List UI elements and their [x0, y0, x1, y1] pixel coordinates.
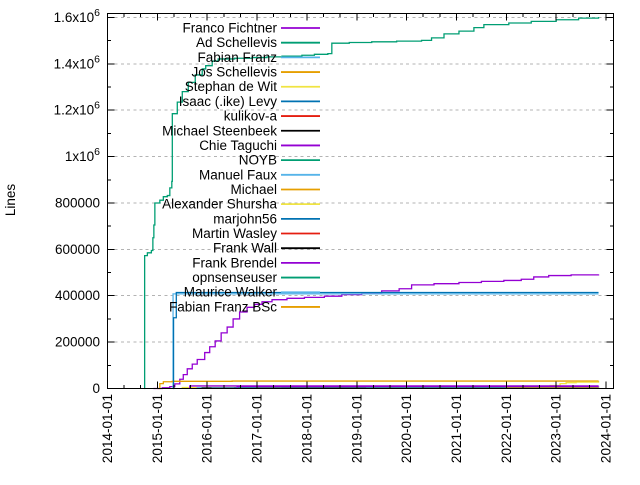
y-axis-label: Lines: [3, 184, 18, 217]
x-tick-label: 2021-01-01: [449, 394, 464, 463]
y-tick-label: 400000: [55, 288, 100, 303]
legend-label: Alexander Shursha: [162, 197, 277, 212]
legend-label: Michael: [230, 182, 277, 197]
y-tick-label: 1.2x106: [54, 100, 101, 118]
x-tick-label: 2023-01-01: [549, 394, 564, 463]
legend-label: Martin Wasley: [192, 226, 277, 241]
legend-label: Fabian Franz: [197, 50, 277, 65]
legend-label: Maurice Walker: [184, 285, 278, 300]
legend-label: Chie Taguchi: [199, 138, 277, 153]
x-tick-label: 2015-01-01: [150, 394, 165, 463]
legend-label: Michael Steenbeek: [162, 123, 277, 138]
x-tick-label: 2024-01-01: [599, 394, 614, 463]
y-tick-label: 0: [92, 381, 100, 396]
legend-label: Frank Wall: [213, 241, 277, 256]
legend-label: Fabian Franz BSc: [169, 299, 277, 314]
legend-label: Manuel Faux: [199, 167, 277, 182]
x-tick-label: 2016-01-01: [200, 394, 215, 463]
x-tick-label: 2019-01-01: [349, 394, 364, 463]
legend-label: kulikov-a: [224, 109, 278, 124]
legend-label: Franco Fichtner: [182, 21, 277, 36]
y-tick-label: 1.4x106: [54, 53, 101, 71]
x-tick-label: 2020-01-01: [399, 394, 414, 463]
x-tick-label: 2014-01-01: [100, 394, 115, 463]
legend-label: marjohn56: [213, 211, 277, 226]
legend-label: Isaac (.ike) Levy: [179, 94, 278, 109]
y-tick-label: 800000: [55, 195, 100, 210]
legend-label: opnsenseuser: [192, 270, 277, 285]
y-tick-label: 1.6x106: [54, 7, 101, 25]
x-tick-label: 2022-01-01: [499, 394, 514, 463]
legend-label: Stephan de Wit: [185, 79, 278, 94]
y-tick-label: 200000: [55, 335, 100, 350]
legend-label: Frank Brendel: [192, 255, 277, 270]
y-tick-label: 600000: [55, 242, 100, 257]
legend-label: Ad Schellevis: [196, 35, 277, 50]
legend-label: Jos Schellevis: [191, 65, 277, 80]
legend-label: NOYB: [239, 153, 277, 168]
x-tick-label: 2018-01-01: [299, 394, 314, 463]
y-tick-label: 1x106: [65, 146, 100, 164]
x-tick-label: 2017-01-01: [250, 394, 265, 463]
